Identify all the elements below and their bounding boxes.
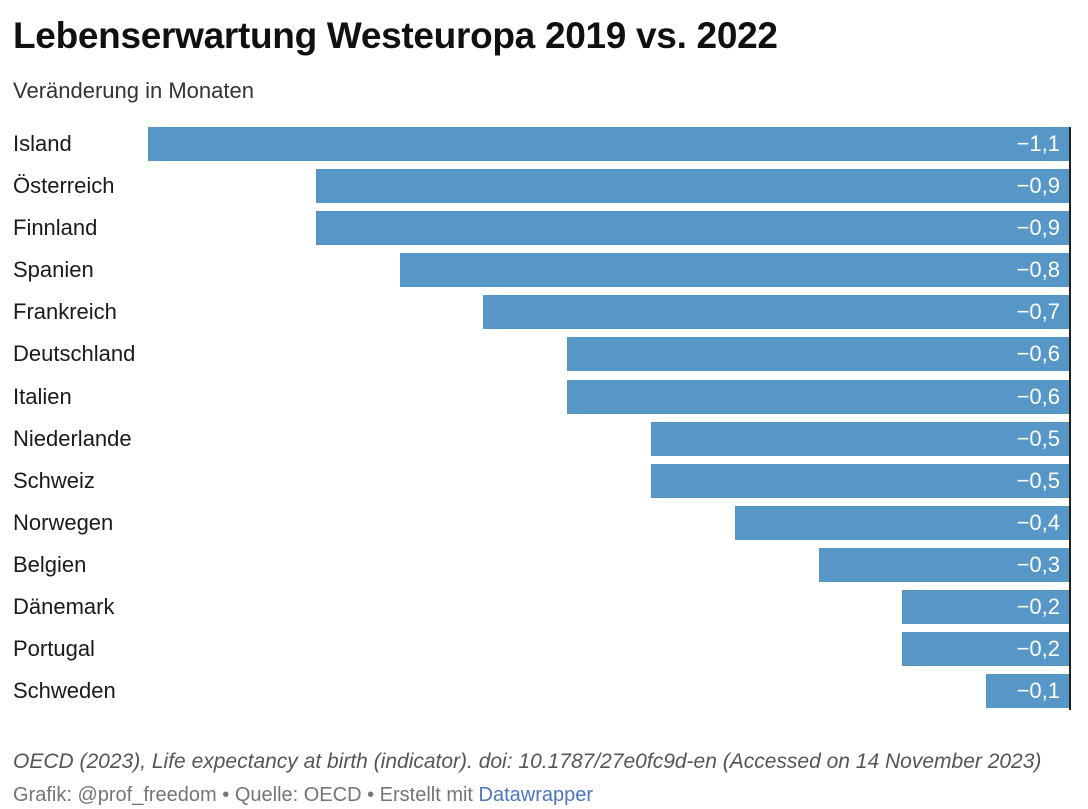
bar-chart: Island −1,1 Österreich −0,9 Finnland −0,9 Span… — [0, 127, 1088, 717]
country-label: Island — [13, 131, 72, 156]
value-label: −0,6 — [1016, 341, 1060, 367]
bar: −0,2 — [902, 632, 1070, 667]
bar: −0,4 — [735, 505, 1070, 540]
chart-title: Lebenserwartung Westeuropa 2019 vs. 2022 — [13, 15, 778, 56]
bar-row: Spanien −0,8 — [0, 253, 1088, 295]
value-label: −1,1 — [1016, 131, 1060, 156]
datawrapper-link[interactable]: Datawrapper — [478, 784, 594, 806]
country-label: Norwegen — [13, 509, 114, 535]
bar: −0,5 — [651, 421, 1070, 456]
country-label: Spanien — [13, 257, 94, 283]
value-label: −0,2 — [1016, 636, 1060, 662]
value-label: −0,8 — [1016, 257, 1060, 283]
value-label: −0,3 — [1016, 551, 1060, 577]
bar: −0,9 — [316, 169, 1070, 204]
bar-row: Italien −0,6 — [0, 379, 1088, 422]
chart-subtitle: Veränderung in Monaten — [13, 78, 254, 103]
bar-row: Schweiz −0,5 — [0, 463, 1088, 506]
credit-text: Grafik: @prof_freedom • Quelle: OECD • E… — [13, 784, 479, 806]
bar: −1,1 — [148, 127, 1070, 161]
bar-row: Dänemark −0,2 — [0, 590, 1088, 632]
bar-row: Deutschland −0,6 — [0, 337, 1088, 379]
bar-row: Frankreich −0,7 — [0, 295, 1088, 337]
value-label: −0,2 — [1016, 594, 1060, 620]
country-label: Schweiz — [13, 467, 95, 493]
country-label: Frankreich — [13, 299, 117, 325]
country-label: Italien — [13, 383, 72, 409]
bar-row: Belgien −0,3 — [0, 547, 1088, 590]
bar: −0,3 — [819, 547, 1070, 582]
bar: −0,9 — [316, 211, 1070, 246]
country-label: Portugal — [13, 636, 95, 662]
value-label: −0,5 — [1016, 467, 1060, 493]
country-label: Schweden — [13, 678, 116, 704]
bar: −0,1 — [986, 674, 1070, 709]
bar-row: Schweden −0,1 — [0, 674, 1088, 716]
bar-row: Norwegen −0,4 — [0, 505, 1088, 548]
country-label: Dänemark — [13, 594, 115, 620]
value-label: −0,5 — [1016, 425, 1060, 451]
bar-row: Österreich −0,9 — [0, 169, 1088, 211]
value-label: −0,1 — [1016, 678, 1060, 704]
value-label: −0,4 — [1016, 509, 1060, 535]
source-citation: OECD (2023), Life expectancy at birth (i… — [13, 750, 1042, 773]
zero-axis-line — [1069, 127, 1071, 711]
value-label: −0,9 — [1016, 173, 1060, 199]
country-label: Österreich — [13, 173, 115, 199]
value-label: −0,9 — [1016, 215, 1060, 241]
bar: −0,5 — [651, 463, 1070, 498]
bar-row: Portugal −0,2 — [0, 632, 1088, 674]
bar: −0,6 — [567, 379, 1070, 414]
bar: −0,2 — [902, 590, 1070, 625]
credit-line: Grafik: @prof_freedom • Quelle: OECD • E… — [13, 783, 1076, 807]
country-label: Niederlande — [13, 425, 132, 451]
bar: −0,6 — [567, 337, 1070, 372]
country-label: Finnland — [13, 215, 98, 241]
bar-row: Finnland −0,9 — [0, 211, 1088, 253]
country-label: Deutschland — [13, 341, 136, 367]
bar-row: Island −1,1 — [0, 127, 1088, 169]
value-label: −0,6 — [1016, 383, 1060, 409]
bar: −0,8 — [400, 253, 1070, 288]
bar: −0,7 — [483, 295, 1070, 330]
bar-row: Niederlande −0,5 — [0, 421, 1088, 464]
country-label: Belgien — [13, 551, 87, 577]
value-label: −0,7 — [1016, 299, 1060, 325]
